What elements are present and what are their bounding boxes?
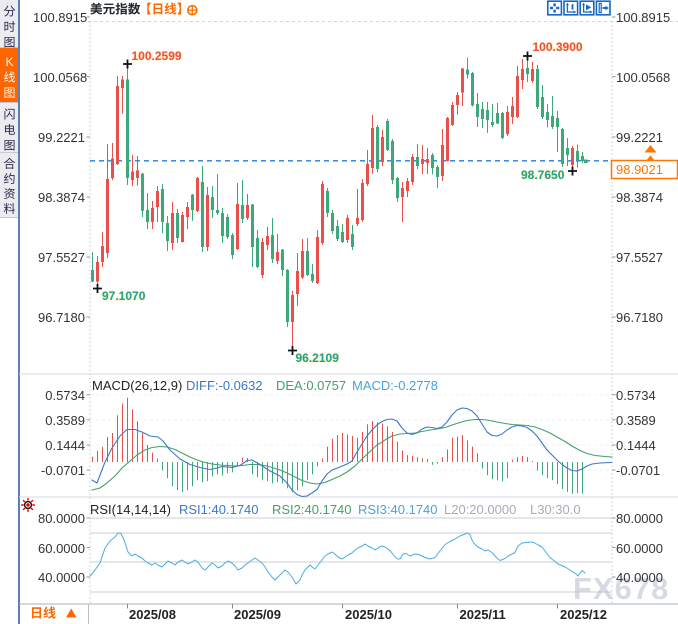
svg-text:98.9021: 98.9021 [616,162,663,177]
svg-text:K: K [5,55,13,69]
svg-text:FX678: FX678 [573,571,669,606]
